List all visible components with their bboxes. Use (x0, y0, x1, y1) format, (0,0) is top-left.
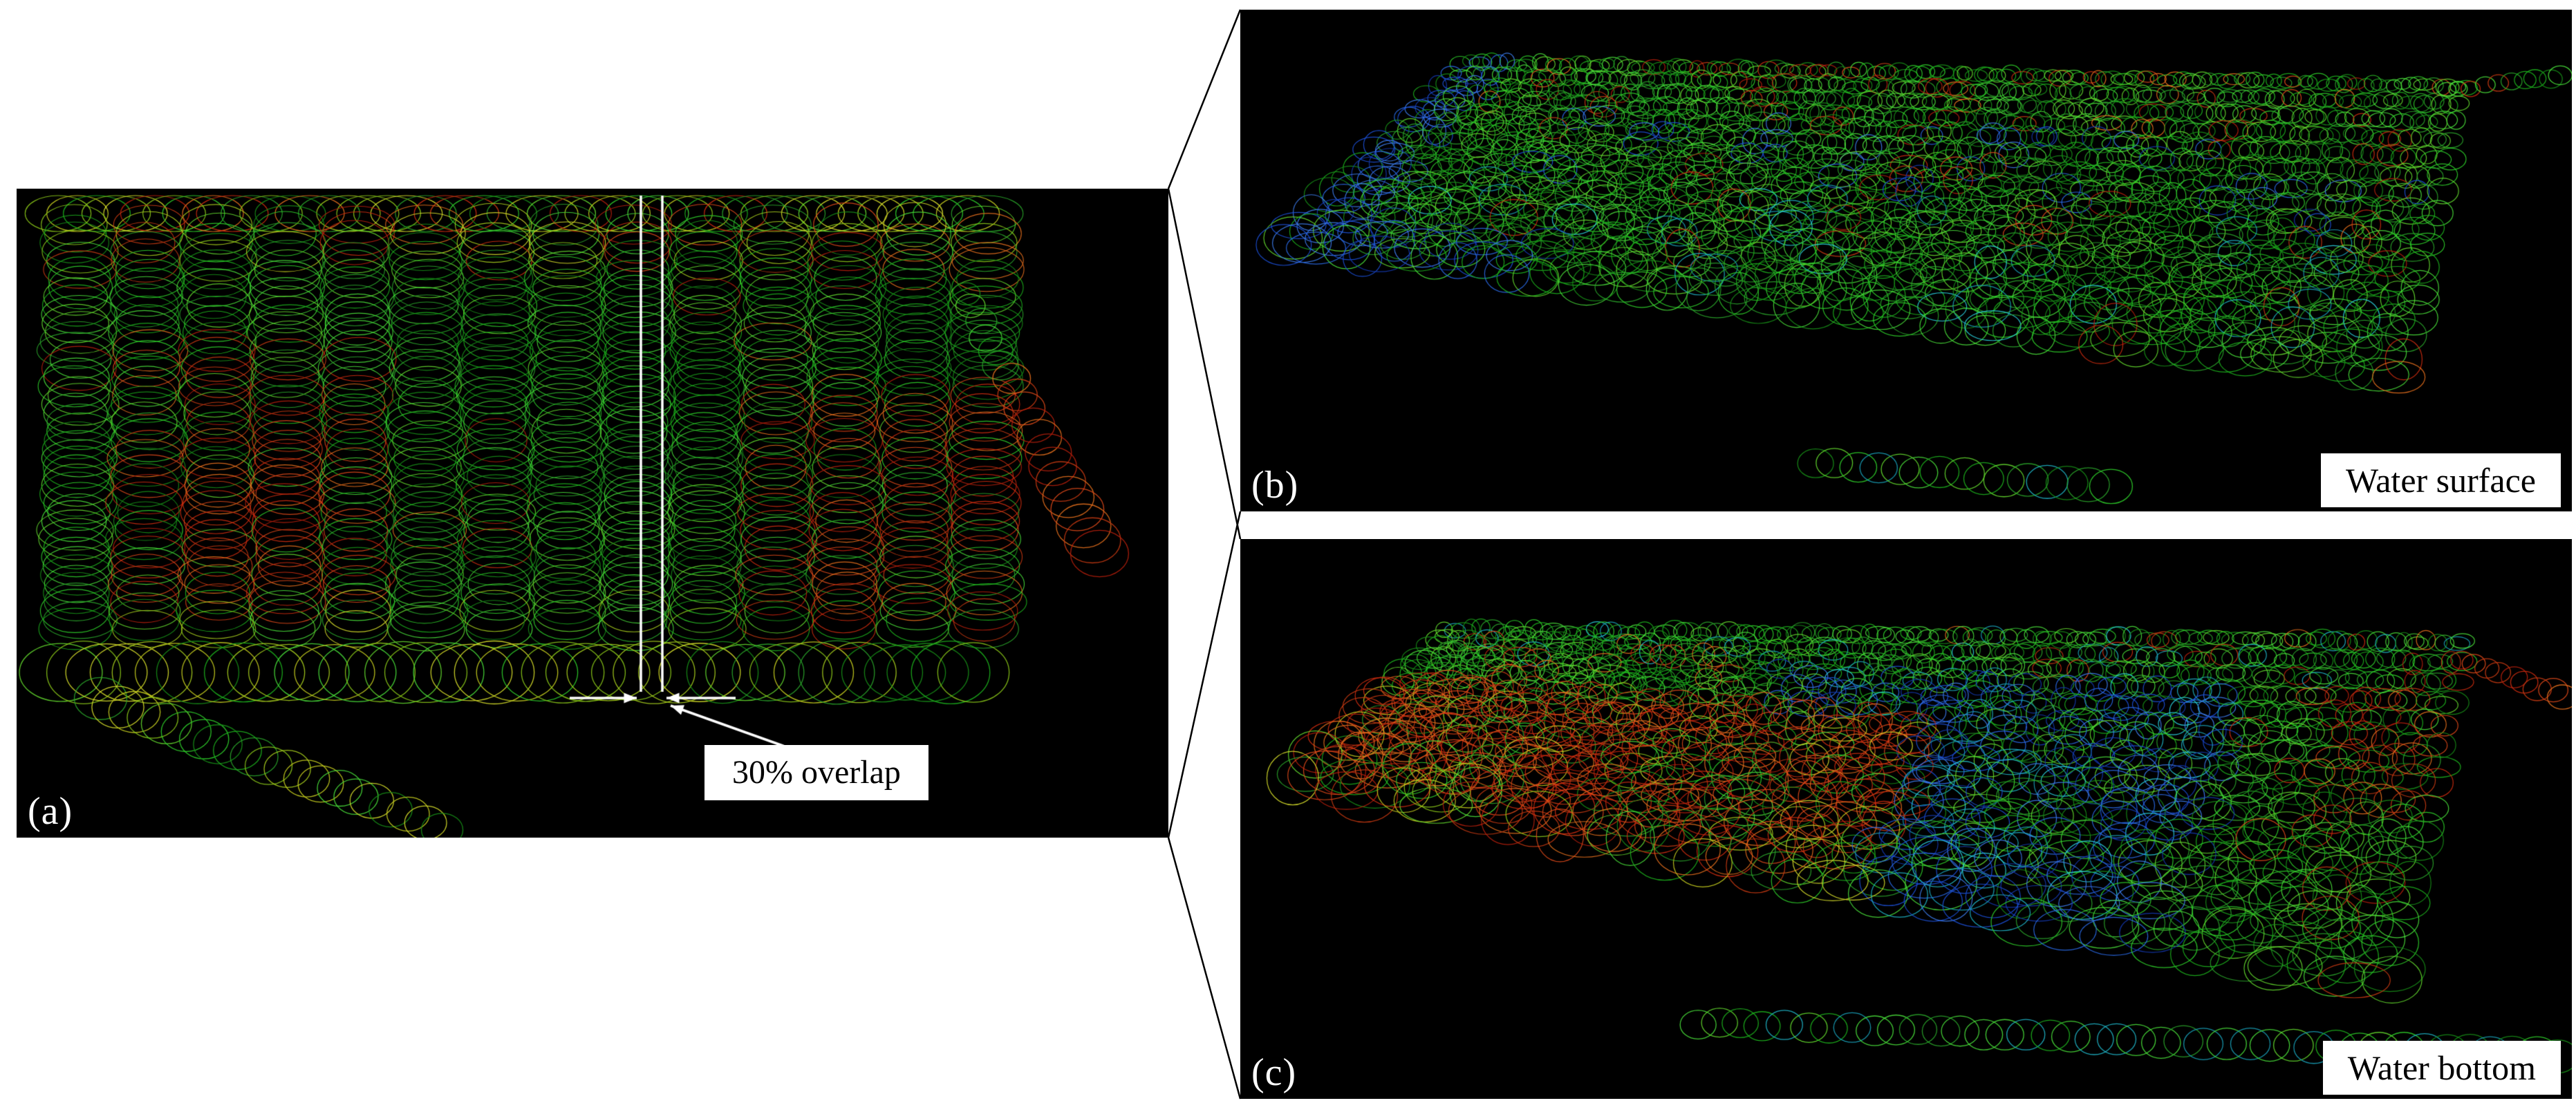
panel-c: (c) Water bottom (1240, 539, 2572, 1099)
panel-a-label: (a) (28, 790, 73, 833)
panel-c-pointcloud-canvas (1240, 539, 2572, 1099)
panel-a: 30% overlap (a) (17, 189, 1168, 838)
callout-line (1167, 188, 1242, 540)
callout-line (1167, 511, 1242, 838)
callout-line (1167, 9, 1242, 189)
overlap-annotation-box: 30% overlap (704, 745, 928, 800)
callout-line (1167, 837, 1242, 1100)
panel-a-pointcloud-canvas (17, 189, 1168, 838)
water-bottom-caption: Water bottom (2322, 1041, 2561, 1095)
water-surface-caption: Water surface (2321, 453, 2561, 507)
panel-c-label: (c) (1251, 1051, 1297, 1094)
panel-b: (b) Water surface (1240, 10, 2572, 511)
panel-b-pointcloud-canvas (1240, 10, 2572, 511)
panel-b-label: (b) (1251, 464, 1299, 507)
